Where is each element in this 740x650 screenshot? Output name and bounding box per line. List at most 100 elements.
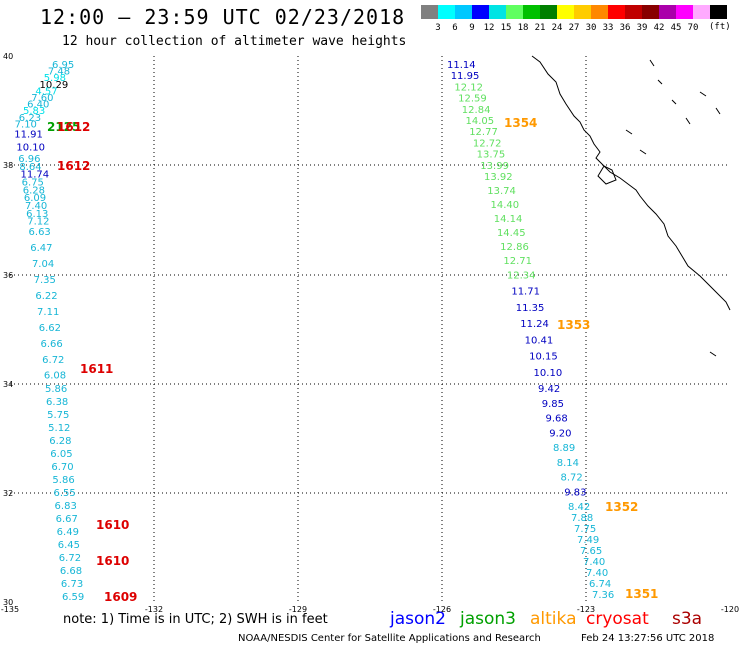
east-track-value: 13.74 xyxy=(487,186,516,197)
west-track-value: 8.64 xyxy=(19,162,41,173)
west-track-value: 6.73 xyxy=(61,579,83,590)
east-track-value: 12.71 xyxy=(503,256,532,267)
legend-label: 12 xyxy=(483,23,495,33)
longitude-label: -129 xyxy=(289,605,307,614)
west-track-value: 5.98 xyxy=(44,73,66,84)
legend-swatch xyxy=(421,5,438,19)
west-track-value: 7.12 xyxy=(27,217,49,228)
east-track-value: 7.65 xyxy=(580,546,602,557)
legend-swatch xyxy=(659,5,676,19)
west-track-value: 11.91 xyxy=(14,130,43,141)
east-track-value: 11.95 xyxy=(451,71,480,82)
west-track-value: 7.40 xyxy=(25,201,47,212)
legend-swatch xyxy=(608,5,625,19)
legend-color-bar xyxy=(421,5,727,19)
east-track-value: 10.41 xyxy=(525,335,554,346)
west-track-value: 6.95 xyxy=(52,60,74,71)
east-track-value: 12.59 xyxy=(458,94,487,105)
east-track-value: 11.71 xyxy=(511,287,540,298)
east-track-value: 12.72 xyxy=(473,138,502,149)
legend-label: 6 xyxy=(452,23,458,33)
legend-swatch xyxy=(642,5,659,19)
latitude-label: 38 xyxy=(3,161,13,170)
east-track-value: 12.86 xyxy=(500,242,529,253)
east-track-value: 14.45 xyxy=(497,228,526,239)
east-track-value: 10.10 xyxy=(534,368,563,379)
legend-swatch xyxy=(676,5,693,19)
longitude-label: -135 xyxy=(1,605,19,614)
legend-label: 27 xyxy=(568,23,580,33)
west-track-value: 7.35 xyxy=(34,275,56,286)
legend-swatch xyxy=(455,5,472,19)
east-track-value: 7.88 xyxy=(571,513,593,524)
west-track-value: 6.63 xyxy=(29,227,51,238)
legend-label: 30 xyxy=(585,23,597,33)
west-track-value: 5.12 xyxy=(48,423,70,434)
satellite-name: jason3 xyxy=(460,609,516,629)
west-track-value: 5.75 xyxy=(47,410,69,421)
legend-swatch xyxy=(523,5,540,19)
legend-label: 21 xyxy=(534,23,546,33)
east-track-value: 7.40 xyxy=(586,568,608,579)
west-track-value: 6.05 xyxy=(50,449,72,460)
east-track-value: 12.12 xyxy=(454,82,483,93)
west-track-value: 6.75 xyxy=(22,177,44,188)
legend-swatch xyxy=(574,5,591,19)
west-track-value: 11.74 xyxy=(21,170,50,181)
lake-outlines xyxy=(625,59,721,357)
legend-label: 45 xyxy=(670,23,682,33)
west-track-value: 6.49 xyxy=(57,527,79,538)
east-track-value: 10.15 xyxy=(529,352,558,363)
generated-timestamp: Feb 24 13:27:56 UTC 2018 xyxy=(581,633,715,644)
legend-label: 36 xyxy=(619,23,631,33)
east-track-value: 11.35 xyxy=(516,303,545,314)
east-track-value: 9.85 xyxy=(542,399,564,410)
legend-swatch xyxy=(625,5,642,19)
west-track-value: 5.83 xyxy=(23,106,45,117)
bay-outline xyxy=(597,165,617,185)
pass-time-label: 1353 xyxy=(557,318,590,332)
color-legend: 3 6 9 12 15 18 21 24 27 30 33 36 39 42 45 70 xyxy=(421,5,727,36)
legend-label: 42 xyxy=(653,23,665,33)
legend-label: 70 xyxy=(687,23,699,33)
longitude-label: -120 xyxy=(721,605,739,614)
west-track-value: 7.04 xyxy=(32,259,54,270)
latitude-label: 40 xyxy=(3,52,13,61)
footer-note: note: 1) Time is in UTC; 2) SWH is in fe… xyxy=(63,612,328,627)
east-track-value: 13.99 xyxy=(480,161,509,172)
latitude-label: 30 xyxy=(3,598,13,607)
east-track-value: 7.36 xyxy=(592,590,614,601)
longitude-label: -126 xyxy=(433,605,451,614)
west-track-value: 7.48 xyxy=(48,67,70,78)
legend-swatch xyxy=(591,5,608,19)
legend-swatch xyxy=(710,5,727,19)
east-track-value: 14.40 xyxy=(490,200,519,211)
legend-label: 18 xyxy=(517,23,529,33)
pass-time-label: 1351 xyxy=(625,587,658,601)
east-track-value: 7.40 xyxy=(583,557,605,568)
west-track-value: 6.72 xyxy=(59,553,81,564)
west-track-value: 6.66 xyxy=(40,339,62,350)
satellite-name: altika xyxy=(530,609,577,629)
legend-swatch xyxy=(693,5,710,19)
longitude-label: -132 xyxy=(145,605,163,614)
legend-swatch xyxy=(540,5,557,19)
pass-time-label: 1609 xyxy=(104,590,137,604)
west-track-value: 10.10 xyxy=(16,142,45,153)
legend-label: 15 xyxy=(500,23,512,33)
legend-swatch xyxy=(506,5,523,19)
satellite-name: cryosat xyxy=(586,609,649,629)
longitude-label: -123 xyxy=(577,605,595,614)
legend-swatch xyxy=(472,5,489,19)
west-track-value: 6.40 xyxy=(27,100,49,111)
legend-label: 3 xyxy=(435,23,441,33)
east-track-value: 12.77 xyxy=(469,127,498,138)
pass-time-label: 1354 xyxy=(504,116,537,130)
pass-time-label: 1612 xyxy=(57,120,90,134)
east-track-value: 14.05 xyxy=(466,116,495,127)
west-track-value: 6.28 xyxy=(23,185,45,196)
west-track-value: 6.59 xyxy=(62,592,84,603)
west-track-value: 6.62 xyxy=(39,323,61,334)
west-track-value: 6.09 xyxy=(24,193,46,204)
